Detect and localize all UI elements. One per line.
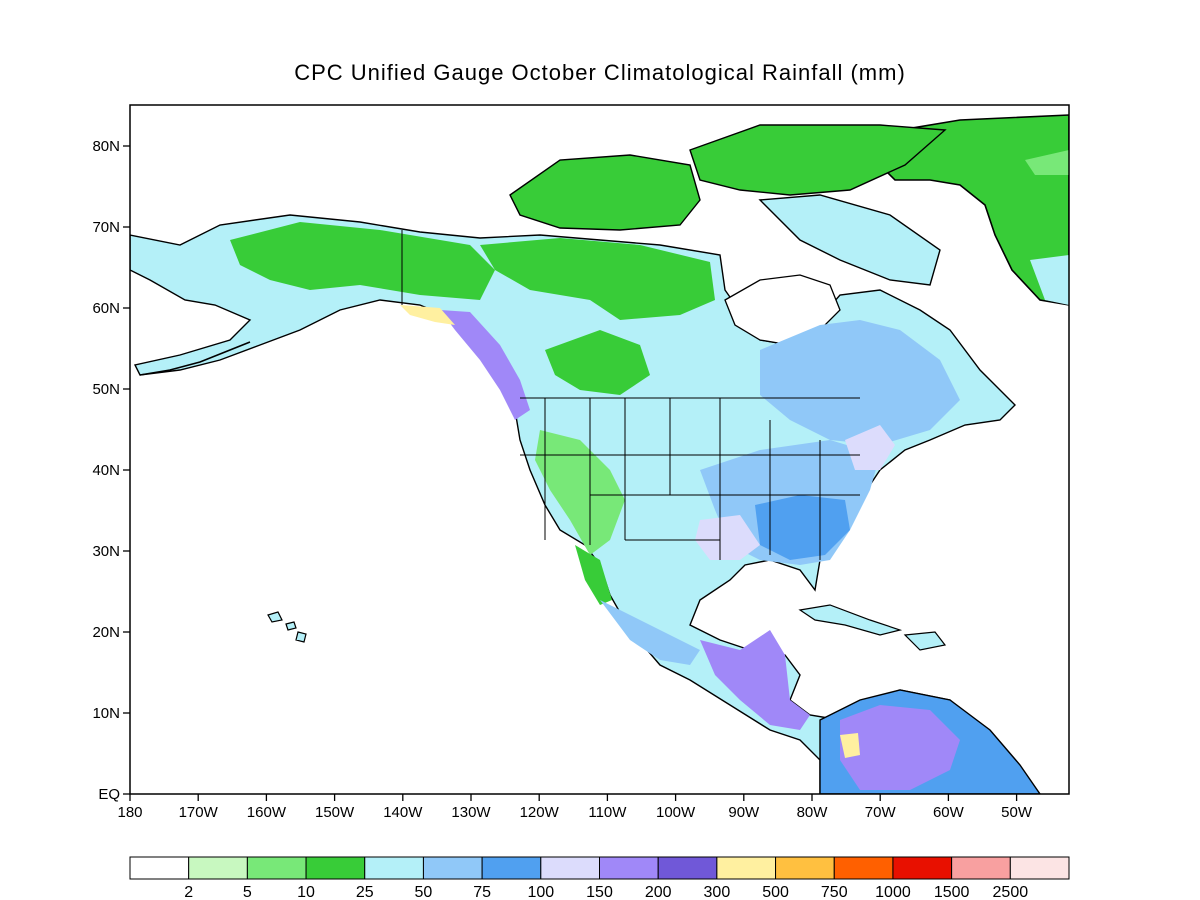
colorbar-label: 300 — [704, 884, 731, 900]
lon-tick-label: 110W — [588, 804, 627, 821]
colorbar-label: 10 — [297, 884, 315, 900]
colorbar-label: 100 — [527, 884, 554, 900]
colorbar-label: 200 — [645, 884, 672, 900]
greenland-landmass — [869, 114, 1069, 306]
northern-canada-dry-zone — [480, 238, 715, 320]
colorbar-swatch — [1009, 856, 1070, 880]
hudson-bay — [724, 274, 841, 346]
aleutian-islands — [139, 341, 251, 376]
lon-tick-label: 160W — [247, 804, 287, 821]
lat-tick-label: 70N — [92, 219, 120, 236]
lon-tick-label: 120W — [520, 804, 560, 821]
baja-dry-zone — [575, 545, 612, 605]
colorbar-label: 750 — [821, 884, 848, 900]
lon-tick-label: 50W — [1001, 804, 1033, 821]
baffin-island — [758, 194, 941, 286]
hispaniola-island — [903, 631, 947, 651]
latitude-axis: EQ 10N 20N 30N 40N 50N 60N 70N 80N — [92, 138, 130, 803]
colorbar-label: 150 — [586, 884, 613, 900]
lat-tick-label: EQ — [98, 786, 120, 803]
colorbar-swatch — [422, 856, 483, 880]
map-title: CPC Unified Gauge October Climatological… — [294, 60, 906, 85]
colorbar-swatch — [833, 856, 894, 880]
colombia-peak-zone — [840, 733, 860, 758]
colorbar-swatch — [716, 856, 777, 880]
alaska-dry-zone — [230, 222, 495, 300]
longitude-axis: 180 170W 160W 150W 140W 130W 120W 110W 100W 90W 80… — [117, 794, 1033, 821]
lon-tick-label: 180 — [117, 804, 142, 821]
lat-tick-label: 20N — [92, 624, 120, 641]
lat-tick-label: 50N — [92, 381, 120, 398]
political-boundaries — [401, 230, 860, 560]
colorbar-swatch — [246, 856, 307, 880]
great-basin-dry-zone — [535, 430, 625, 555]
lat-tick-label: 10N — [92, 705, 120, 722]
colorbar-swatch — [305, 856, 366, 880]
eastern-canada-wet-zone — [760, 320, 960, 445]
lon-tick-label: 90W — [728, 804, 760, 821]
colorbar: 2 5 10 25 50 75 100 150 200 300 500 750 1000 1500 2500 — [129, 856, 1070, 900]
south-america-wet-zone — [840, 705, 960, 790]
lon-tick-label: 80W — [797, 804, 829, 821]
colorbar-label: 25 — [356, 884, 374, 900]
arctic-islands-west — [509, 154, 701, 231]
colorbar-label: 500 — [762, 884, 789, 900]
lon-tick-label: 130W — [451, 804, 491, 821]
colorbar-swatch — [188, 856, 248, 880]
colorbar-swatch — [892, 856, 953, 880]
lon-tick-label: 60W — [933, 804, 965, 821]
southeast-us-wetter-zone — [755, 495, 850, 560]
colorbar-label: 50 — [415, 884, 433, 900]
gulf-coast-zone — [695, 515, 760, 560]
colorbar-swatch — [657, 856, 718, 880]
mexico-wet-zone — [600, 600, 700, 665]
colorbar-swatch — [129, 856, 190, 880]
colorbar-label: 2500 — [993, 884, 1029, 900]
colorbar-swatch — [599, 856, 659, 880]
lat-tick-label: 40N — [92, 462, 120, 479]
lat-tick-label: 30N — [92, 543, 120, 560]
hawaii-islands — [267, 611, 307, 643]
lon-tick-label: 150W — [315, 804, 355, 821]
lat-tick-label: 60N — [92, 300, 120, 317]
lon-tick-label: 100W — [656, 804, 696, 821]
colorbar-swatch — [364, 856, 424, 880]
colorbar-swatch — [951, 856, 1011, 880]
greenland-coast-wet — [1025, 150, 1069, 175]
map-land-layer — [130, 114, 1069, 794]
colorbar-label: 1000 — [875, 884, 911, 900]
colorbar-swatch — [540, 856, 600, 880]
cuba-island — [798, 604, 903, 636]
pacific-northwest-wet-zone — [440, 310, 530, 420]
lat-tick-label: 80N — [92, 138, 120, 155]
lon-tick-label: 170W — [179, 804, 219, 821]
colorbar-swatch — [775, 856, 835, 880]
lon-tick-label: 70W — [865, 804, 897, 821]
colorbar-label: 5 — [243, 884, 252, 900]
prairie-dry-zone — [545, 330, 650, 395]
colorbar-label: 1500 — [934, 884, 970, 900]
colorbar-label: 75 — [473, 884, 491, 900]
new-england-zone — [845, 425, 895, 470]
central-america-wet-zone — [700, 630, 810, 730]
arctic-islands-north — [689, 124, 947, 196]
lon-tick-label: 140W — [383, 804, 423, 821]
colorbar-swatch — [481, 856, 542, 880]
map-frame — [129, 104, 1070, 795]
colorbar-label: 2 — [184, 884, 193, 900]
greenland-south-wet — [1030, 255, 1069, 305]
alaska-panhandle-peak — [400, 305, 455, 325]
